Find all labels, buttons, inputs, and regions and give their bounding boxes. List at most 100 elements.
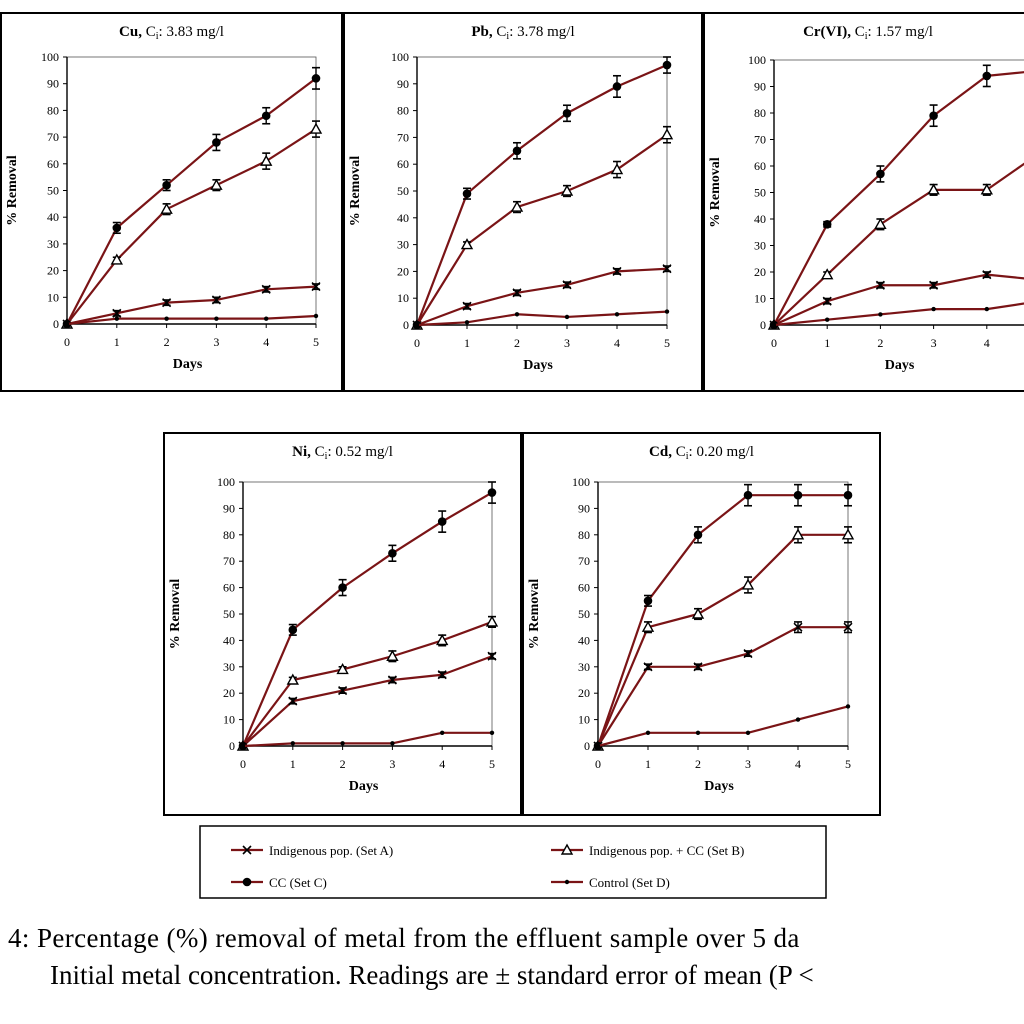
x-tick-label: 3 bbox=[213, 335, 219, 349]
x-tick-label: 2 bbox=[877, 336, 883, 350]
data-point bbox=[164, 316, 169, 321]
y-tick-label: 0 bbox=[53, 317, 59, 331]
y-tick-label: 0 bbox=[584, 739, 590, 753]
series-line bbox=[241, 491, 493, 747]
x-tick-label: 3 bbox=[745, 757, 751, 771]
y-tick-label: 20 bbox=[47, 264, 59, 278]
y-tick-label: 90 bbox=[397, 77, 409, 91]
data-point bbox=[929, 111, 938, 120]
panel-cd: Cd, Ci: 0.20 mg/l 0 10 20 30 40 50 60 70 80 90 100 0… bbox=[522, 432, 881, 816]
series-line bbox=[416, 267, 668, 327]
y-tick-label: 10 bbox=[397, 291, 409, 305]
y-tick-label: 100 bbox=[572, 475, 590, 489]
chart-title: Cr(VI), Ci: 1.57 mg/l bbox=[803, 24, 933, 42]
data-point bbox=[437, 517, 447, 526]
data-point bbox=[643, 596, 653, 606]
data-point bbox=[641, 620, 655, 632]
data-point bbox=[264, 316, 269, 321]
x-tick-label: 3 bbox=[564, 336, 570, 350]
y-tick-label: 80 bbox=[397, 104, 409, 118]
data-point bbox=[610, 163, 624, 175]
legend-marker bbox=[560, 843, 574, 855]
legend-label: CC (Set C) bbox=[269, 875, 327, 890]
y-tick-label: 40 bbox=[223, 633, 235, 647]
y-tick-label: 60 bbox=[578, 581, 590, 595]
data-point bbox=[512, 288, 522, 298]
data-point bbox=[64, 321, 70, 327]
series-line bbox=[66, 285, 317, 326]
y-tick-label: 90 bbox=[47, 77, 59, 91]
y-tick-label: 90 bbox=[754, 80, 766, 94]
data-point bbox=[876, 169, 885, 179]
data-point bbox=[982, 71, 992, 81]
data-point bbox=[841, 528, 855, 540]
x-axis-label: Days bbox=[173, 357, 203, 372]
y-axis-label: % Removal bbox=[348, 156, 363, 226]
y-tick-label: 50 bbox=[223, 607, 235, 621]
data-point bbox=[462, 189, 472, 198]
panel-frame bbox=[522, 432, 881, 816]
y-tick-label: 30 bbox=[47, 237, 59, 251]
legend-item-D: Control (Set D) bbox=[551, 875, 670, 890]
data-point bbox=[313, 313, 319, 319]
x-tick-label: 1 bbox=[645, 757, 651, 771]
data-point bbox=[795, 717, 801, 722]
y-tick-label: 90 bbox=[578, 501, 590, 515]
data-point bbox=[162, 180, 171, 190]
data-point bbox=[875, 280, 885, 290]
series-D bbox=[414, 309, 670, 328]
data-point bbox=[984, 306, 989, 312]
y-tick-label: 70 bbox=[47, 130, 59, 144]
y-tick-label: 80 bbox=[578, 528, 590, 542]
data-point bbox=[340, 741, 345, 746]
data-point bbox=[390, 741, 395, 746]
data-point bbox=[311, 74, 321, 83]
data-point bbox=[643, 662, 653, 672]
data-point bbox=[927, 183, 940, 195]
data-point bbox=[460, 238, 474, 250]
data-point bbox=[745, 730, 751, 735]
data-point bbox=[662, 264, 672, 274]
data-point bbox=[311, 282, 321, 292]
data-point bbox=[462, 301, 472, 311]
data-point bbox=[309, 122, 323, 134]
x-axis-label: Days bbox=[349, 779, 379, 794]
data-point bbox=[562, 280, 572, 290]
y-tick-label: 70 bbox=[578, 554, 590, 568]
data-point bbox=[288, 625, 298, 635]
legend-label: Indigenous pop. (Set A) bbox=[269, 843, 393, 858]
y-tick-label: 80 bbox=[223, 528, 235, 542]
data-point bbox=[214, 316, 219, 321]
x-tick-label: 0 bbox=[64, 335, 70, 349]
series-C bbox=[238, 481, 497, 751]
legend-marker bbox=[242, 845, 252, 855]
series-C bbox=[62, 66, 321, 329]
y-tick-label: 30 bbox=[754, 239, 766, 253]
series-C bbox=[593, 483, 853, 751]
y-tick-label: 70 bbox=[397, 130, 409, 144]
data-point bbox=[437, 670, 447, 680]
data-point bbox=[874, 217, 887, 230]
x-axis-label: Days bbox=[885, 358, 915, 373]
data-point bbox=[514, 312, 520, 317]
figure-caption-line-2: Initial metal concentration. Readings ar… bbox=[50, 960, 814, 990]
panel-frame bbox=[0, 12, 343, 392]
x-tick-label: 4 bbox=[614, 336, 620, 350]
x-tick-label: 4 bbox=[795, 757, 801, 771]
series-D bbox=[595, 704, 851, 749]
panel-cu: Cu, Ci: 3.83 mg/l 0 10 20 30 40 50 60 70 80 90 100 0… bbox=[0, 12, 343, 392]
y-tick-label: 10 bbox=[47, 290, 59, 304]
data-point bbox=[487, 488, 497, 497]
panel-frame bbox=[343, 12, 703, 392]
data-point bbox=[560, 184, 574, 196]
data-point bbox=[512, 146, 522, 156]
y-tick-label: 40 bbox=[578, 633, 590, 647]
panel-ni: Ni, Ci: 0.52 mg/l 0 10 20 30 40 50 60 70 80 90 100 0… bbox=[163, 432, 522, 816]
y-tick-label: 20 bbox=[578, 686, 590, 700]
y-tick-label: 60 bbox=[397, 157, 409, 171]
y-tick-label: 60 bbox=[754, 159, 766, 173]
x-tick-label: 3 bbox=[389, 757, 395, 771]
y-tick-label: 90 bbox=[223, 501, 235, 515]
series-A bbox=[769, 270, 1024, 330]
data-point bbox=[414, 322, 420, 328]
